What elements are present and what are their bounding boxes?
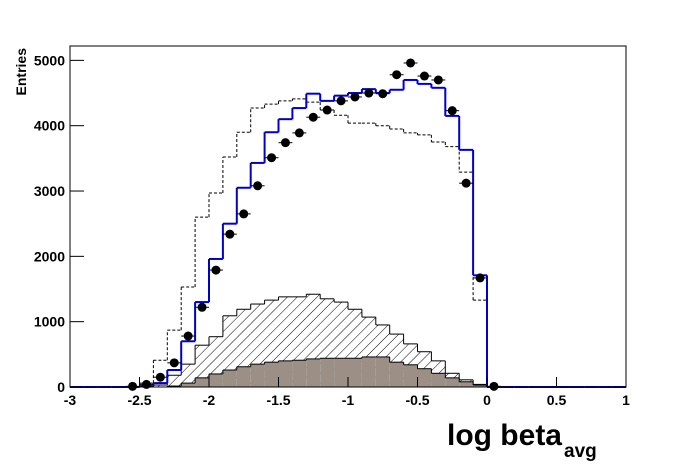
data-point: [267, 153, 277, 163]
data-point: [141, 379, 151, 389]
x-axis-label-subscript: avg: [564, 441, 597, 462]
filled-bin: [250, 364, 265, 387]
filled-bin: [292, 360, 307, 387]
data-point: [253, 181, 263, 191]
filled-bin: [222, 370, 237, 387]
hatched-bin: [195, 345, 209, 387]
data-point: [489, 381, 499, 391]
filled-bin: [181, 383, 196, 387]
hatched-bin: [167, 375, 182, 387]
filled-bin: [361, 356, 376, 387]
x-tick-label: -0.5: [405, 392, 429, 408]
filled-bin: [278, 360, 293, 387]
y-tick-label: 0: [57, 379, 65, 395]
data-point: [475, 273, 485, 283]
data-point: [308, 112, 318, 122]
data-point: [183, 331, 193, 341]
data-point: [447, 106, 457, 116]
filled-bin: [445, 377, 460, 387]
hatched-bin: [222, 315, 237, 387]
filled-bin: [417, 368, 432, 387]
data-point: [225, 229, 235, 239]
data-point: [294, 128, 304, 138]
data-point: [280, 138, 290, 148]
y-tick-label: 3000: [34, 183, 65, 199]
filled-bin: [459, 381, 474, 387]
hatched-bin: [181, 364, 196, 387]
filled-bin: [320, 358, 335, 387]
y-tick-label: 4000: [34, 118, 65, 134]
data-point: [211, 265, 221, 275]
x-tick-label: -2.5: [127, 392, 151, 408]
filled-bin: [348, 358, 362, 387]
data-point: [433, 75, 443, 85]
filled-bin: [334, 358, 348, 387]
data-point: [461, 178, 471, 188]
data-point: [406, 58, 416, 68]
data-point: [322, 105, 332, 115]
y-axis-label: Entries: [13, 48, 29, 96]
x-tick-label: -2: [203, 392, 216, 408]
data-point: [378, 89, 388, 99]
x-tick-label: -1: [342, 392, 355, 408]
hatched-bin: [153, 385, 168, 387]
y-tick-label: 2000: [34, 248, 65, 264]
x-tick-label: 0: [483, 392, 491, 408]
data-point: [350, 92, 360, 102]
data-point: [197, 302, 207, 312]
filled-bin: [431, 373, 446, 387]
filled-bin: [209, 373, 223, 387]
filled-bin: [389, 362, 404, 387]
filled-bin: [473, 385, 487, 387]
x-axis-label: log beta: [447, 419, 562, 452]
filled-bin: [375, 356, 390, 387]
data-point: [128, 381, 138, 391]
y-tick-label: 1000: [34, 314, 65, 330]
data-point: [419, 71, 429, 81]
x-tick-label: 1: [622, 392, 630, 408]
y-tick-label: 5000: [34, 52, 65, 68]
x-tick-label: 0.5: [547, 392, 567, 408]
data-point: [392, 70, 402, 80]
data-point: [364, 88, 374, 98]
x-tick-label: -3: [64, 392, 77, 408]
filled-bin: [236, 366, 251, 387]
data-point: [155, 372, 165, 382]
data-point: [239, 209, 249, 219]
filled-bin: [403, 364, 418, 387]
data-point: [336, 96, 346, 106]
data-point: [169, 358, 179, 368]
filled-bin: [264, 362, 279, 387]
x-tick-label: -1.5: [266, 392, 290, 408]
filled-bin: [306, 358, 321, 387]
filled-bin: [195, 377, 209, 387]
